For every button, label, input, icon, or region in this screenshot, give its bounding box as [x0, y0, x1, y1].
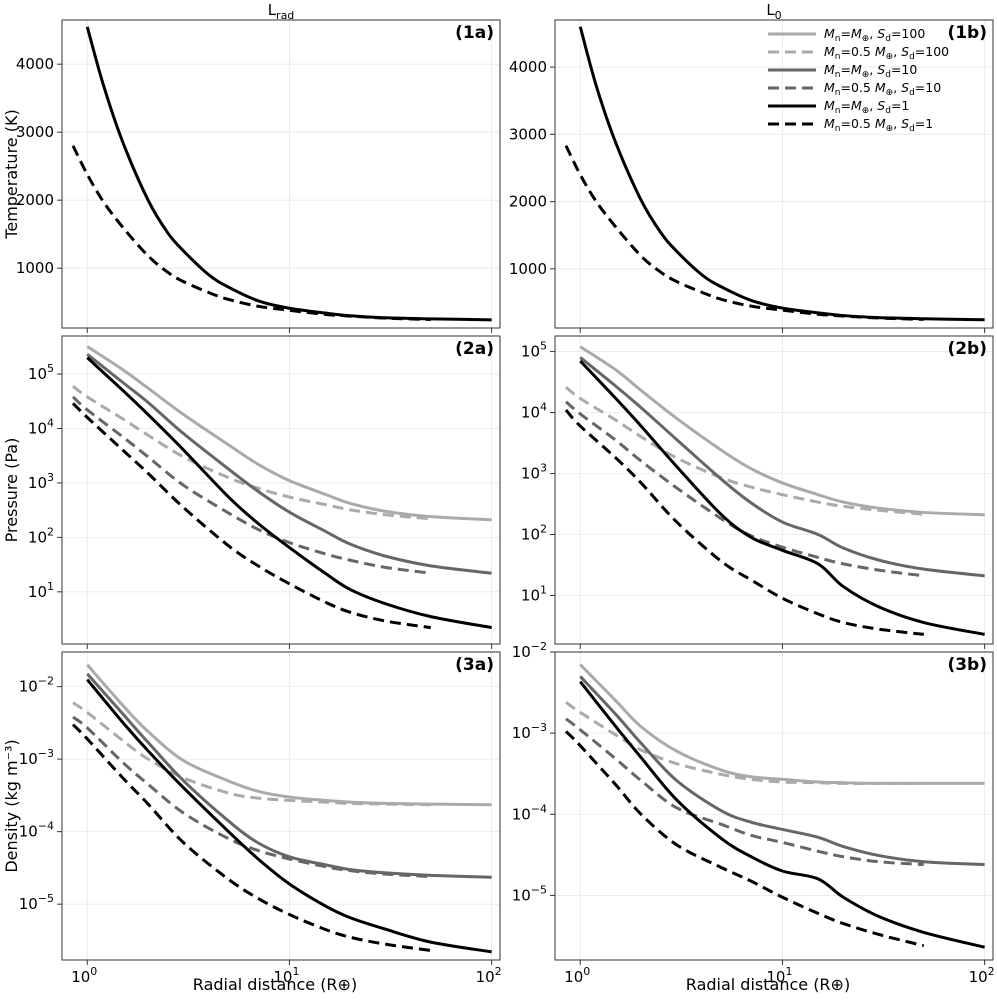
y-tick-label: 10−3 — [512, 721, 547, 742]
legend-label-5: Mn=M⊕, Sd=1 — [824, 98, 909, 116]
panel-3a: 100 101 102 10−5 10−4 10−3 10−2 (3a) Density (kg… — [2, 651, 502, 986]
panel-tag: (2a) — [455, 339, 494, 359]
y-tick-label: 1000 — [16, 259, 54, 277]
y-tick-label: 102 — [28, 525, 54, 546]
legend-label-1: Mn=M⊕, Sd=100 — [824, 26, 925, 44]
series-line-2 — [565, 701, 924, 785]
y-axis-label: Density (kg m⁻³) — [2, 739, 21, 872]
panel-tag: (1b) — [947, 23, 987, 43]
legend-label-6: Mn=0.5 M⊕, Sd=1 — [824, 116, 933, 134]
y-tick-label: 3000 — [509, 125, 547, 143]
plot-frame — [554, 19, 994, 329]
column-title: L0 — [766, 1, 781, 22]
panel-tag: (3a) — [455, 655, 494, 675]
y-tick-label: 10−3 — [19, 747, 54, 768]
series-line-5 — [579, 359, 985, 636]
column-title: Lrad — [268, 1, 295, 22]
series-line-5 — [86, 678, 492, 954]
y-tick-label: 103 — [28, 471, 54, 492]
series-line-4 — [565, 717, 924, 867]
legend-label-3: Mn=M⊕, Sd=10 — [824, 62, 917, 80]
plot-frame — [61, 651, 501, 961]
y-tick-label: 4000 — [16, 55, 54, 73]
y-tick-label: 101 — [28, 580, 54, 601]
panel-2b: 101 102 103 104 105 (2b) — [521, 335, 994, 649]
y-axis-label: Temperature (K) — [2, 109, 21, 239]
series-line-4 — [72, 715, 431, 879]
series-line-6 — [71, 402, 431, 630]
y-tick-label: 104 — [521, 401, 547, 422]
series-line-2 — [72, 701, 431, 807]
x-tick-label: 100 — [71, 965, 97, 986]
series-line-3 — [86, 353, 492, 575]
y-tick-label: 101 — [521, 583, 547, 604]
series-line-1 — [86, 345, 492, 522]
legend-label-4: Mn=0.5 M⊕, Sd=10 — [824, 80, 941, 98]
panel-tag: (2b) — [947, 339, 987, 359]
panel-1b: 1000 2000 3000 4000 (1b) — [509, 19, 994, 333]
panel-3b: 100 101 102 10−5 10−4 10−3 10−2 (3b) — [512, 640, 995, 986]
x-axis-label: Radial distance (R⊕) — [193, 975, 357, 994]
x-tick-label: 102 — [969, 965, 995, 986]
y-tick-label: 2000 — [509, 193, 547, 211]
series-line-2 — [565, 386, 924, 516]
y-tick-label: 10−4 — [19, 820, 54, 841]
plot-frame — [61, 19, 501, 329]
y-axis-label: Pressure (Pa) — [2, 438, 21, 543]
panel-2a: 101 102 103 104 105 (2a) Pressure (Pa) — [2, 335, 501, 649]
y-tick-label: 1000 — [509, 260, 547, 278]
series-line-6 — [564, 730, 925, 948]
series-line-5 — [579, 680, 985, 949]
series-line-1 — [579, 663, 985, 785]
plot-frame — [61, 335, 501, 645]
y-tick-label: 105 — [28, 362, 54, 383]
y-tick-label: 4000 — [509, 58, 547, 76]
panel-tag: (3b) — [947, 655, 987, 675]
series-line-6 — [564, 145, 924, 321]
y-tick-label: 102 — [521, 522, 547, 543]
plot-frame — [554, 335, 994, 645]
panel-1a: 1000 2000 3000 4000 (1a) Temperature (K) — [2, 19, 501, 333]
series-line-2 — [72, 384, 431, 521]
x-tick-label: 102 — [476, 965, 502, 986]
y-tick-label: 2000 — [16, 191, 54, 209]
series-line-3 — [579, 675, 985, 867]
series-line-6 — [71, 723, 431, 952]
series-line-5 — [86, 356, 492, 630]
legend-label-2: Mn=0.5 M⊕, Sd=100 — [824, 44, 949, 62]
plot-frame — [554, 651, 994, 961]
y-tick-label: 3000 — [16, 123, 54, 141]
x-axis-label: Radial distance (R⊕) — [686, 975, 850, 994]
y-tick-label: 10−4 — [512, 802, 547, 823]
series-line-6 — [71, 145, 431, 321]
y-tick-label: 103 — [521, 462, 547, 483]
y-tick-label: 10−2 — [19, 675, 54, 696]
x-tick-label: 101 — [766, 965, 792, 986]
series-line-1 — [579, 345, 985, 517]
y-tick-label: 10−5 — [512, 883, 547, 904]
x-tick-label: 101 — [273, 965, 299, 986]
series-line-6 — [564, 409, 924, 636]
y-tick-label: 10−2 — [512, 640, 547, 661]
x-tick-label: 100 — [564, 965, 590, 986]
series-line-4 — [565, 400, 924, 578]
y-tick-label: 105 — [521, 340, 547, 361]
series-line-4 — [71, 395, 431, 575]
panel-tag: (1a) — [455, 23, 494, 43]
y-tick-label: 104 — [28, 416, 54, 437]
y-tick-label: 10−5 — [19, 892, 54, 913]
series-line-3 — [579, 356, 985, 578]
